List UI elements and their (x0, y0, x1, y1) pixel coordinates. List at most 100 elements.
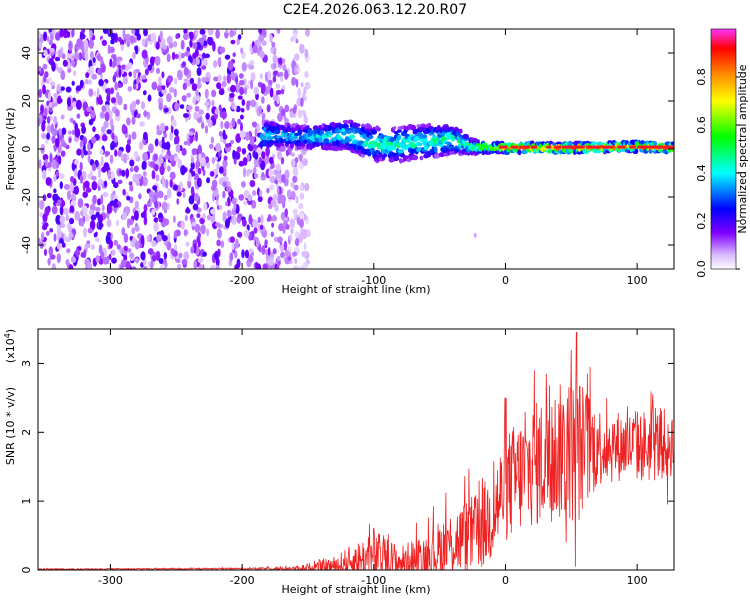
spectrogram-ridge-cell (432, 134, 436, 139)
spectrogram-noise-cell (122, 153, 128, 164)
spectrogram-noise-cell (83, 180, 90, 189)
spectrogram-noise-cell (268, 257, 274, 266)
spectrogram-noise-cell (227, 60, 234, 71)
spectrogram-noise-cell (205, 77, 210, 83)
spectrogram-noise-cell (204, 53, 210, 59)
spectrogram-noise-cell (134, 240, 140, 250)
spectrogram-noise-cell (108, 46, 115, 54)
spectrogram-noise-cell (237, 213, 243, 219)
spectrogram-noise-cell (113, 55, 116, 63)
spectrogram-noise-cell (116, 56, 123, 62)
spectrogram-noise-cell (248, 248, 254, 253)
spectrogram-noise-cell (297, 87, 302, 98)
spectrogram-noise-cell (249, 139, 255, 146)
spectrogram-noise-cell (76, 113, 81, 119)
spectrogram-noise-cell (217, 57, 222, 66)
spectrogram-noise-cell (85, 72, 90, 79)
spectrogram-noise-cell (234, 29, 238, 32)
spectrogram-noise-cell (183, 140, 188, 146)
spectrogram-noise-cell (200, 122, 205, 129)
spectrogram-noise-cell (170, 248, 175, 255)
spectrogram-noise-cell (121, 227, 126, 236)
spectrogram-noise-cell (110, 39, 115, 45)
spectrogram-noise-cell (224, 218, 230, 229)
spectrogram-ridge-cell (670, 141, 674, 146)
spectrogram-noise-cell (239, 73, 244, 79)
spectrogram-noise-cell (208, 143, 214, 149)
spectrogram-noise-cell (113, 239, 119, 246)
spectrogram-noise-cell (117, 179, 123, 184)
spectrogram-ridge-cell (517, 149, 522, 156)
spectrogram-noise-cell (138, 141, 144, 151)
spectrogram-noise-cell (63, 184, 70, 190)
spectrogram-noise-cell (89, 29, 93, 39)
spectrogram-noise-cell (252, 45, 258, 54)
spectrogram-noise-cell (52, 193, 58, 202)
spectrogram-noise-cell (38, 159, 42, 169)
spectrogram-ridge-cell (269, 142, 274, 146)
spectrogram-noise-cell (46, 192, 52, 199)
spectrogram-noise-cell (136, 173, 143, 179)
spectrogram-noise-cell (90, 51, 94, 60)
spectrogram-noise-cell (97, 185, 101, 191)
spectrogram-noise-cell (125, 260, 131, 269)
spectrogram-noise-cell (126, 139, 131, 145)
spectrogram-noise-cell (187, 179, 192, 189)
spectrogram-noise-cell (286, 189, 292, 199)
spectrogram-peak-cell (570, 145, 577, 149)
spectrogram-noise-cell (215, 29, 220, 39)
spectrogram-noise-cell (120, 44, 124, 52)
snr-x-tick-label: 100 (627, 574, 648, 587)
spectrogram-noise-cell (163, 218, 170, 226)
spectrogram-ridge-cell (342, 119, 349, 124)
spectrogram-noise-cell (194, 193, 199, 202)
spectrogram-noise-cell (181, 95, 187, 102)
spectrogram-noise-cell (275, 172, 281, 180)
spectrogram-noise-cell (117, 36, 122, 43)
spectrogram-noise-cell (107, 169, 111, 180)
spectrogram-noise-cell (143, 265, 148, 269)
spectrogram-noise-cell (106, 218, 112, 228)
spectrogram-noise-cell (115, 109, 120, 117)
spectrogram-noise-cell (65, 86, 72, 93)
spectrogram-noise-cell (210, 264, 216, 269)
spectrogram-noise-cell (131, 100, 137, 110)
spectrogram-noise-cell (211, 156, 216, 165)
spectrogram-noise-cell (265, 155, 270, 164)
spectrogram-noise-cell (269, 33, 273, 44)
spectrogram-noise-cell (189, 136, 194, 144)
spectrogram-noise-cell (46, 124, 51, 135)
spectrogram-noise-cell (65, 237, 71, 243)
spectrogram-noise-cell (264, 248, 268, 256)
spectrogram-noise-cell (136, 113, 141, 119)
spectrogram-noise-cell (165, 141, 171, 151)
snr-y-tick-label: 3 (20, 360, 33, 367)
colorbar-tick-label: 0.4 (695, 164, 708, 182)
spectrogram-noise-cell (142, 210, 147, 219)
spectrogram-ridge-cell (370, 147, 375, 152)
spectrogram-noise-cell (158, 258, 164, 264)
spectrogram-noise-cell (158, 102, 163, 111)
spectrogram-noise-cell (304, 182, 310, 192)
spectrogram-noise-cell (169, 131, 174, 141)
spectrogram-noise-cell (181, 148, 187, 156)
spectrogram-noise-cell (290, 227, 294, 235)
spectrogram-ridge-cell (433, 146, 438, 153)
spectrogram-noise-cell (272, 193, 278, 201)
spectrogram-noise-cell (226, 74, 232, 84)
spectrogram-noise-cell (232, 149, 236, 160)
spectrogram-noise-cell (303, 229, 307, 240)
spectrogram-peak-cell (518, 145, 523, 149)
spectrogram-noise-cell (95, 206, 101, 212)
spectrogram-noise-cell (100, 126, 106, 133)
spectrogram-x-tick-label: -300 (98, 274, 123, 287)
spectrogram-noise-cell (71, 60, 75, 67)
spectrogram-noise-cell (61, 127, 67, 135)
spectrogram-noise-cell (281, 84, 286, 90)
spectrogram-peak-cell (526, 145, 530, 149)
spectrogram-noise-cell (135, 68, 141, 74)
spectrogram-ridge-cell (329, 132, 334, 136)
spectrogram-noise-cell (123, 103, 128, 111)
spectrogram-noise-cell (131, 266, 137, 269)
spectrogram-noise-cell (222, 190, 226, 199)
